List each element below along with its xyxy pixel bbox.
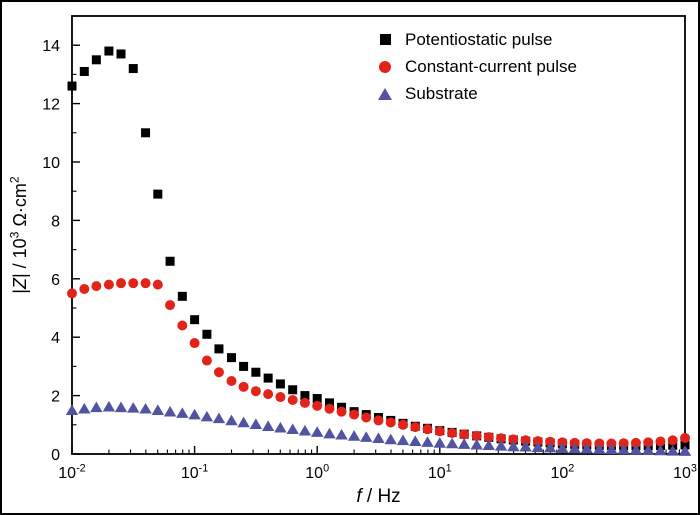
legend-label-substrate: Substrate [405, 83, 478, 103]
svg-text:12: 12 [42, 97, 60, 114]
svg-text:10: 10 [42, 155, 60, 172]
svg-text:6: 6 [51, 272, 60, 289]
triangle-marker-icon [378, 87, 392, 100]
circle-marker-icon [379, 60, 391, 73]
svg-text:100: 100 [305, 462, 329, 482]
svg-text:2: 2 [51, 389, 60, 406]
legend-label-constant-current: Constant-current pulse [405, 56, 577, 76]
svg-text:|Z| / 103 Ω·cm2: |Z| / 103 Ω·cm2 [7, 176, 30, 294]
svg-text:0: 0 [51, 447, 60, 464]
svg-text:8: 8 [51, 213, 60, 230]
square-marker-icon [379, 34, 391, 45]
svg-text:f / Hz: f / Hz [356, 486, 400, 507]
chart-legend: Potentiostatic pulse Constant-current pu… [374, 26, 577, 107]
svg-text:4: 4 [51, 330, 60, 347]
svg-text:10-2: 10-2 [58, 462, 85, 482]
legend-item-potentiostatic: Potentiostatic pulse [374, 26, 577, 53]
legend-item-substrate: Substrate [374, 80, 577, 107]
legend-item-constant-current: Constant-current pulse [374, 53, 577, 80]
legend-label-potentiostatic: Potentiostatic pulse [405, 29, 553, 49]
svg-text:102: 102 [550, 462, 574, 482]
svg-text:10-1: 10-1 [181, 462, 208, 482]
svg-text:14: 14 [42, 38, 60, 55]
svg-text:101: 101 [428, 462, 452, 482]
svg-text:103: 103 [673, 462, 697, 482]
